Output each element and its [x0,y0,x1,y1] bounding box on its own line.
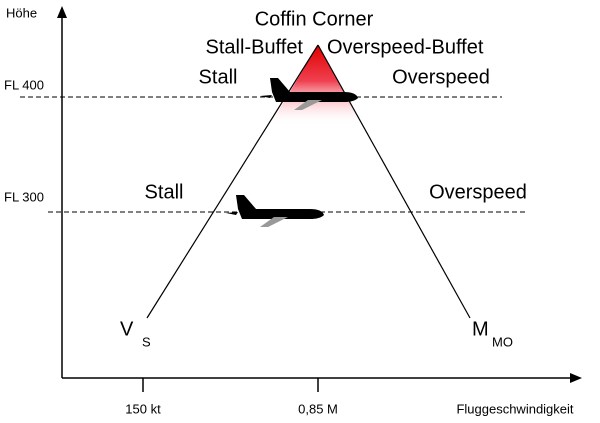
level-right: Overspeed [429,181,527,203]
x-tick-label: 150 kt [125,401,161,416]
stall-line [146,44,319,319]
peak-left: Stall-Buffet [206,36,304,58]
peak-right: Overspeed-Buffet [327,36,484,58]
level-label: FL 300 [4,189,44,204]
curve-subscript: S [142,334,151,349]
level-right: Overspeed [392,66,490,88]
x-tick-label: 0,85 M [298,401,338,416]
level-left: Stall [145,181,184,203]
peak-title: Coffin Corner [255,8,374,30]
x-axis-label: Fluggeschwindigkeit [456,401,573,416]
airplane [226,195,324,227]
x-arrow [570,373,582,383]
curve-subscript: MO [492,334,513,349]
level-label: FL 400 [4,77,44,92]
overspeed-line [317,44,471,319]
curve-symbol: M [472,318,489,340]
level-left: Stall [199,66,238,88]
y-arrow [57,6,67,18]
y-axis-label: Höhe [6,5,37,20]
curve-symbol: V [120,318,134,340]
coffin-corner-area [270,45,362,125]
